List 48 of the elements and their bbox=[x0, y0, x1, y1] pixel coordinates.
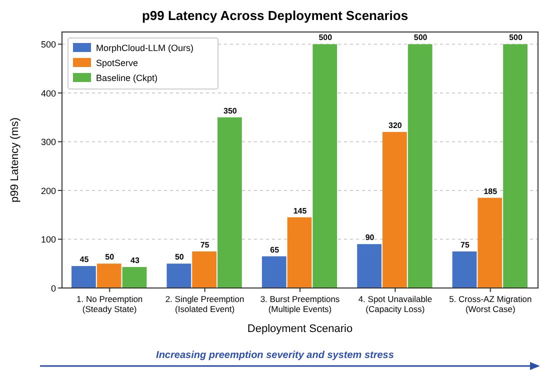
x-tick-label: 2. Single Preemption (Isolated Event) bbox=[165, 294, 245, 314]
data-label: 75 bbox=[460, 240, 470, 250]
y-tick-label: 500 bbox=[40, 40, 56, 50]
data-label: 43 bbox=[130, 256, 140, 266]
legend-label: MorphCloud-LLM (Ours) bbox=[96, 43, 194, 53]
x-tick-label: 1. No Preemption (Steady State) bbox=[76, 294, 143, 314]
y-tick-label: 300 bbox=[40, 137, 56, 148]
legend-label: Baseline (Ckpt) bbox=[96, 73, 158, 83]
y-axis-title: p99 Latency (ms) bbox=[9, 118, 21, 202]
x-tick-label: 4. Spot Unavailable (Capacity Loss) bbox=[358, 294, 432, 314]
bar bbox=[503, 44, 528, 288]
legend-label: SpotServe bbox=[96, 58, 138, 68]
bar bbox=[217, 117, 242, 288]
data-label: 50 bbox=[105, 252, 115, 262]
x-tick-label: 5. Cross-AZ Migration (Worst Case) bbox=[449, 294, 532, 314]
data-label: 145 bbox=[293, 206, 308, 216]
bar bbox=[72, 266, 96, 288]
x-tick-label: 3. Burst Preemptions (Multiple Events) bbox=[260, 294, 340, 314]
text: Increasing preemption severity and system stress bbox=[156, 350, 394, 361]
data-label: 65 bbox=[270, 245, 280, 254]
bar bbox=[287, 217, 312, 288]
bar bbox=[357, 244, 382, 288]
data-label: 45 bbox=[80, 255, 90, 264]
chart-title: p99 Latency Across Deployment Scenarios bbox=[142, 8, 408, 23]
bar bbox=[452, 251, 477, 288]
y-tick-label: 200 bbox=[40, 186, 56, 196]
data-label: 350 bbox=[224, 106, 238, 116]
bar bbox=[192, 251, 216, 288]
data-label: 185 bbox=[484, 186, 498, 196]
data-label: 500 bbox=[318, 33, 333, 42]
y-tick-label: 0 bbox=[50, 284, 56, 294]
bar bbox=[166, 264, 192, 288]
data-label: 320 bbox=[388, 120, 402, 130]
bar bbox=[382, 132, 407, 288]
data-label: 75 bbox=[200, 240, 210, 250]
data-label: 500 bbox=[414, 33, 428, 42]
data-label: 500 bbox=[509, 33, 524, 42]
bar bbox=[262, 256, 286, 288]
bar bbox=[96, 264, 122, 288]
bar bbox=[408, 44, 432, 288]
bar bbox=[312, 44, 338, 288]
y-tick-label: 100 bbox=[40, 234, 56, 245]
data-label: 50 bbox=[174, 252, 184, 262]
y-tick-label: 400 bbox=[40, 88, 56, 98]
data-label: 90 bbox=[365, 233, 375, 242]
x-axis-title: Deployment Scenario bbox=[247, 323, 353, 335]
bar bbox=[122, 267, 147, 288]
bar bbox=[478, 198, 502, 288]
